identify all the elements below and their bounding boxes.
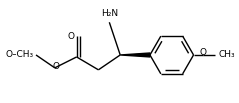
Text: O: O	[52, 62, 59, 71]
Text: O–CH₃: O–CH₃	[6, 50, 34, 59]
Text: O: O	[200, 48, 207, 57]
Text: H₂N: H₂N	[101, 9, 118, 18]
Polygon shape	[120, 53, 150, 57]
Text: O: O	[68, 32, 75, 41]
Text: CH₃: CH₃	[218, 50, 235, 59]
